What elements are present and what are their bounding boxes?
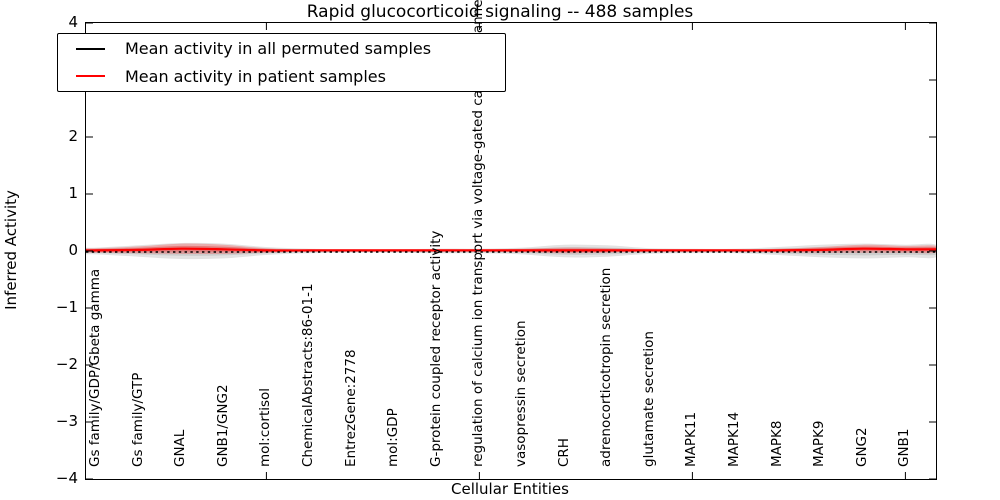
x-tick-label: MAPK11 — [683, 411, 700, 467]
x-tick-label: MAPK14 — [726, 411, 742, 467]
legend-label-permuted: Mean activity in all permuted samples — [125, 39, 432, 59]
legend: Mean activity in all permuted samples Me… — [57, 33, 506, 92]
x-tick-label: Gs family/GTP — [129, 372, 146, 467]
chart-title: Rapid glucocorticoid signaling -- 488 sa… — [306, 2, 694, 22]
x-tick-label: CRH — [555, 438, 572, 467]
black-line-swatch — [76, 47, 105, 50]
y-tick-label: −4 — [55, 469, 78, 487]
y-axis-label: Inferred Activity — [2, 190, 20, 310]
x-tick-label: mol:GDP — [385, 408, 402, 467]
patient-mean-line — [86, 247, 936, 252]
legend-item-patient: Mean activity in patient samples — [58, 63, 505, 89]
red-line-swatch — [76, 75, 105, 78]
y-tick-label: 1 — [68, 184, 78, 202]
x-tick-label: GNB1/GNG2 — [214, 384, 231, 467]
y-tick-label: −3 — [55, 412, 78, 430]
y-tick-label: 4 — [68, 13, 78, 31]
x-tick-label: Gs family/GDP/Gbeta gamma — [87, 268, 103, 467]
y-tick-label: −2 — [55, 355, 78, 373]
plot-area — [86, 23, 936, 479]
x-tick-label: G-protein coupled receptor activity — [427, 230, 444, 467]
legend-item-permuted: Mean activity in all permuted samples — [58, 36, 505, 62]
x-tick-label: adrenocorticotropin secretion — [598, 267, 615, 467]
x-tick-label: MAPK9 — [811, 420, 828, 467]
x-tick-label: vasopressin secretion — [513, 320, 529, 467]
y-tick-label: 2 — [68, 127, 78, 145]
x-axis-label: Cellular Entities — [451, 480, 569, 498]
x-tick-label: glutamate secretion — [640, 331, 657, 467]
y-tick-label: −1 — [55, 298, 78, 316]
x-tick-label: EntrezGene:2778 — [342, 349, 359, 467]
x-tick-label: GNB1 — [896, 428, 913, 467]
legend-label-patient: Mean activity in patient samples — [125, 66, 386, 86]
y-tick-label: 0 — [68, 241, 78, 259]
x-tick-label: MAPK8 — [768, 420, 785, 467]
x-tick-label: GNG2 — [853, 427, 870, 467]
x-tick-label: ChemicalAbstracts:86-01-1 — [300, 283, 316, 467]
x-tick-label: GNAL — [172, 429, 189, 467]
x-tick-label: mol:cortisol — [257, 387, 274, 467]
